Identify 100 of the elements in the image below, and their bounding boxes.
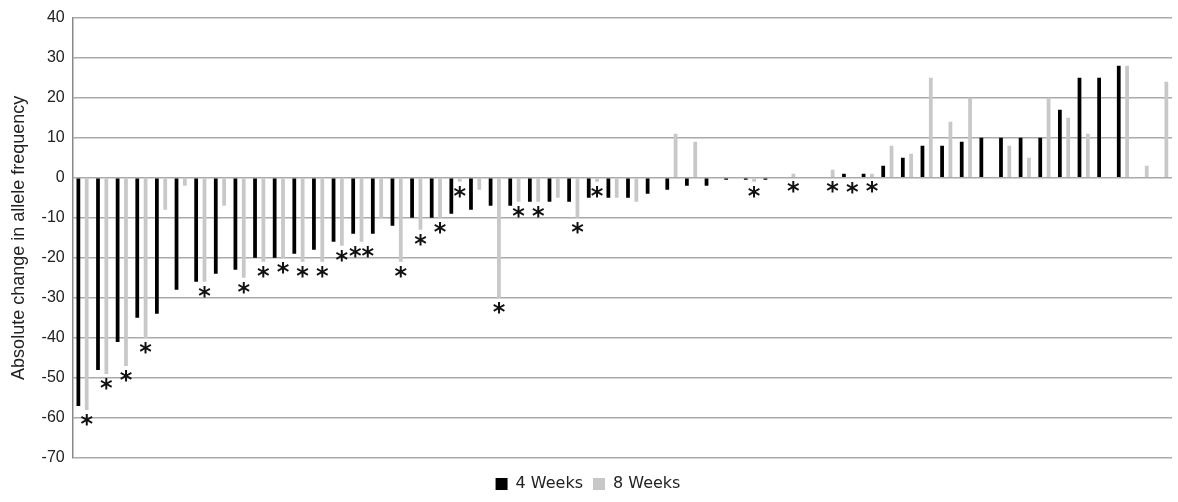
bar [182,178,187,186]
bar [900,157,905,177]
y-tick-label: 20 [46,88,65,106]
bar [351,178,356,234]
bar [1057,109,1062,177]
bar [940,145,944,177]
bar [300,178,305,262]
bar [693,141,698,177]
bar [606,178,611,198]
bar [104,178,109,374]
data-label: * [787,177,801,206]
data-label: * [747,181,761,210]
bar [312,178,316,250]
bar [881,165,886,177]
bar [438,178,442,218]
y-tick-label: 40 [46,8,65,26]
bar [398,178,403,262]
data-label: * [100,374,114,403]
bar [1027,157,1031,177]
data-label: * [512,202,526,230]
bar [253,178,257,258]
bar [124,178,128,366]
bar [320,178,325,262]
y-tick-label: 10 [46,128,65,146]
data-label: * [237,278,251,307]
bar [1097,77,1101,177]
bar [213,178,218,274]
bar [410,178,414,218]
bar [222,178,226,206]
bar [595,178,599,182]
y-tick-label: -60 [41,408,65,426]
bar [457,178,462,182]
bar [340,178,344,246]
data-label: * [335,246,349,275]
bar [527,178,532,202]
bar [752,178,757,182]
bar [449,178,454,214]
bar [909,153,914,177]
data-label: * [394,262,408,291]
data-label: * [414,230,428,259]
bar [665,178,670,190]
bar [497,178,501,298]
bar [1066,117,1071,177]
data-label: * [139,338,153,367]
data-label: * [826,177,840,206]
bar [1116,65,1121,177]
data-label: ** [348,242,375,271]
y-tick-label: -40 [41,328,65,346]
bar [370,178,375,234]
bar [115,178,120,342]
bar [281,178,285,258]
bar [241,178,246,278]
data-label: * [198,282,212,311]
data-label: * [276,258,290,287]
data-label: * [453,181,467,210]
y-tick-label: 0 [55,168,65,186]
bar [870,173,874,177]
legend-label: 8 Weeks [613,473,681,493]
legend-label: 4 Weeks [515,473,583,493]
bar [508,178,513,206]
data-label: * [531,202,545,230]
bar [536,178,541,202]
bar [84,178,89,410]
bar [135,178,140,318]
data-label: * [257,262,271,291]
bar [1164,81,1169,177]
bar [626,178,630,198]
bar [979,137,984,177]
bar [830,169,835,177]
bar [999,137,1003,177]
bar [614,178,619,198]
bar [555,178,560,198]
bar [379,178,384,218]
bar [645,178,650,194]
bar [429,178,434,218]
bar [1007,145,1012,177]
bar [959,141,964,177]
y-tick-label: -30 [41,288,65,306]
bar [928,77,933,177]
data-label: * [315,262,329,291]
data-label: * [492,298,506,327]
bar [1125,65,1129,177]
bar [194,178,199,282]
y-tick-label: -50 [41,368,65,386]
data-label: * [846,177,859,206]
bar [76,178,81,406]
data-label: * [590,181,604,210]
bar [1085,133,1090,177]
bar [163,178,168,210]
bar [634,178,639,202]
data-label: * [119,366,133,395]
bar [477,178,482,190]
bar [155,178,159,314]
bar [1144,165,1149,177]
data-label: * [571,218,585,247]
bar [685,178,689,186]
y-tick-label: -20 [41,248,65,266]
bar [567,178,571,202]
bar [292,178,297,254]
y-tick-label: 30 [46,48,65,66]
